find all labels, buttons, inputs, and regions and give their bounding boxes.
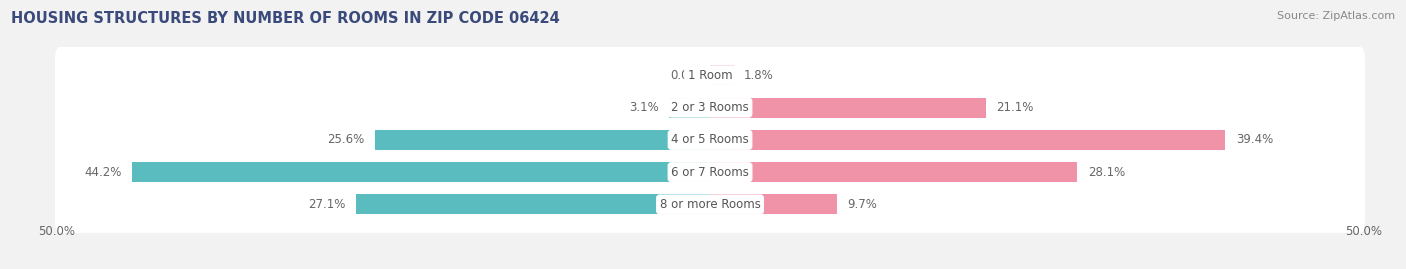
Text: 44.2%: 44.2% [84,166,122,179]
Text: 4 or 5 Rooms: 4 or 5 Rooms [671,133,749,146]
Bar [710,65,734,85]
Bar [375,130,710,150]
Text: 8 or more Rooms: 8 or more Rooms [659,198,761,211]
Bar [710,162,1077,182]
Bar [669,98,710,118]
FancyBboxPatch shape [55,47,1365,104]
Bar [710,130,1225,150]
Text: 1 Room: 1 Room [688,69,733,82]
Bar [710,98,986,118]
Text: 1.8%: 1.8% [744,69,773,82]
Text: 2 or 3 Rooms: 2 or 3 Rooms [671,101,749,114]
Text: HOUSING STRUCTURES BY NUMBER OF ROOMS IN ZIP CODE 06424: HOUSING STRUCTURES BY NUMBER OF ROOMS IN… [11,11,560,26]
Text: Source: ZipAtlas.com: Source: ZipAtlas.com [1277,11,1395,21]
Text: 0.0%: 0.0% [669,69,700,82]
Text: 27.1%: 27.1% [308,198,346,211]
Text: 39.4%: 39.4% [1236,133,1272,146]
Text: 6 or 7 Rooms: 6 or 7 Rooms [671,166,749,179]
FancyBboxPatch shape [55,79,1365,136]
FancyBboxPatch shape [55,176,1365,233]
Text: 28.1%: 28.1% [1088,166,1125,179]
FancyBboxPatch shape [55,111,1365,168]
Text: 3.1%: 3.1% [630,101,659,114]
Bar [132,162,710,182]
Bar [356,194,710,214]
Text: 25.6%: 25.6% [328,133,364,146]
Bar [710,194,837,214]
Text: 21.1%: 21.1% [997,101,1033,114]
Text: 9.7%: 9.7% [848,198,877,211]
FancyBboxPatch shape [55,144,1365,201]
